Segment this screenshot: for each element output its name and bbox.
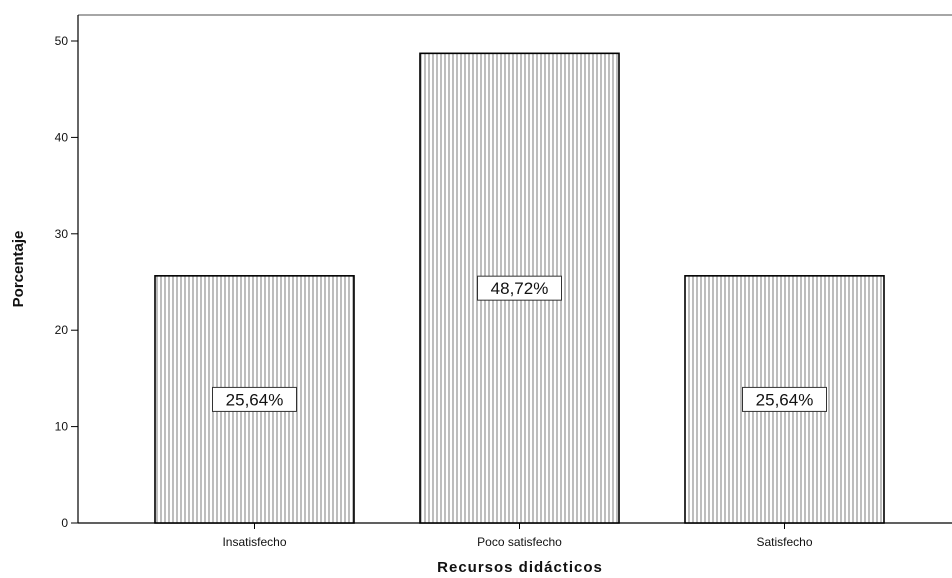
y-tick-label: 10 [55,420,69,434]
data-label: 25,64% [226,390,284,409]
data-label-box [742,386,827,412]
y-axis-ticks: 0 10 20 30 40 50 [55,34,78,530]
x-axis-tick-labels: Insatisfecho Poco satisfecho Satisfecho [222,523,813,549]
y-tick-label: 20 [55,323,69,337]
x-tick-label: Satisfecho [756,535,812,549]
y-tick-label: 30 [55,227,69,241]
y-axis-title: Porcentaje [10,231,27,308]
x-tick-label: Poco satisfecho [477,535,562,549]
data-label-box [477,275,562,301]
data-label: 25,64% [756,390,814,409]
data-label: 48,72% [491,279,549,298]
bar-insatisfecho [154,275,355,524]
x-tick-label: Insatisfecho [222,535,286,549]
y-tick-label: 0 [61,516,68,530]
bars-group: 25,64% 48,72% 25,64% [154,52,885,524]
x-axis-title: Recursos didácticos [437,559,603,576]
y-tick-label: 40 [55,130,69,144]
data-label-box [212,386,297,412]
y-tick-label: 50 [55,34,69,48]
